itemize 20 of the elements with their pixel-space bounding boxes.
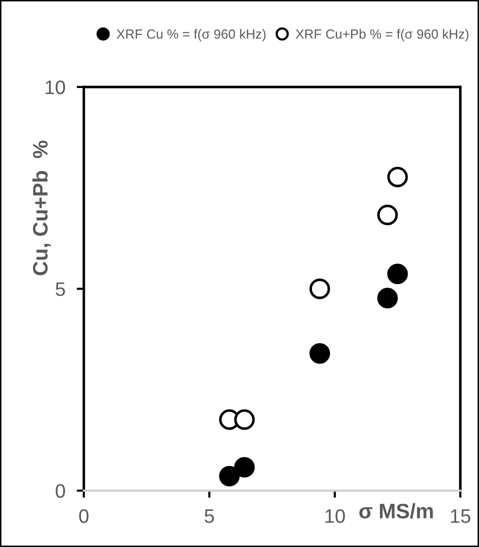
x-tick-label: 0 xyxy=(79,509,88,523)
point xyxy=(377,204,398,226)
y-axis-title: Cu, Cu+Pb % xyxy=(32,140,51,276)
point xyxy=(234,456,255,478)
y-tick-label: 0 xyxy=(56,484,66,498)
point xyxy=(387,166,408,188)
point xyxy=(234,409,255,430)
point xyxy=(219,466,240,486)
legend-label: XRF Cu+Pb % = f(σ 960 kHz) xyxy=(296,29,468,42)
x-tick-label: 15 xyxy=(450,509,470,523)
y-tick-label: 5 xyxy=(56,282,65,296)
point xyxy=(309,343,330,364)
x-axis-title: σ MS/m xyxy=(359,503,433,519)
point xyxy=(387,264,408,284)
point xyxy=(377,288,398,308)
y-tick-label: 10 xyxy=(46,80,66,94)
x-tick-label: 5 xyxy=(204,509,214,523)
point xyxy=(309,278,330,300)
legend-label: XRF Cu % = f(σ 960 kHz) xyxy=(116,29,266,42)
x-tick-label: 10 xyxy=(325,509,345,523)
